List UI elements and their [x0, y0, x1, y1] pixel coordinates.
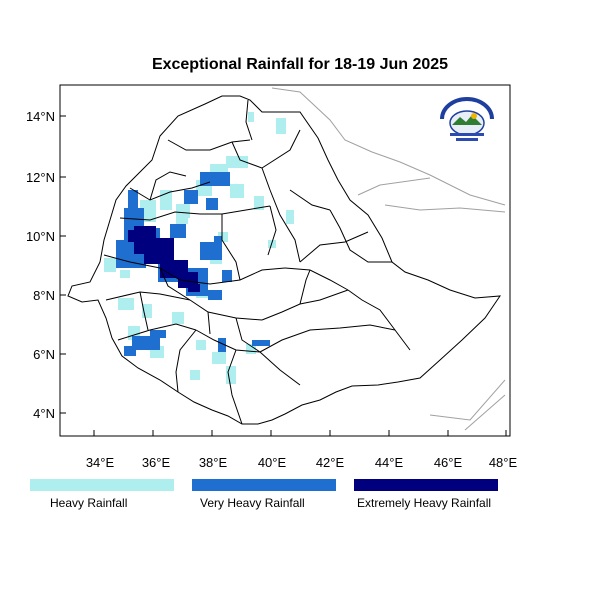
map-title: Exceptional Rainfall for 18-19 Jun 2025	[151, 56, 449, 73]
y-tick-label: 10°N	[26, 229, 55, 244]
y-tick-label: 4°N	[33, 406, 55, 421]
y-tick-label: 6°N	[33, 347, 55, 362]
y-tick-label: 12°N	[26, 170, 55, 185]
legend-label-heavy: Heavy Rainfall	[50, 496, 128, 510]
x-tick-label: 46°E	[434, 455, 463, 470]
rainfall-extremely-heavy	[128, 226, 200, 292]
ethiopia-outline	[67, 95, 502, 425]
x-tick-label: 42°E	[316, 455, 345, 470]
y-tick-label: 8°N	[33, 288, 55, 303]
legend-label-very-heavy: Very Heavy Rainfall	[200, 496, 305, 510]
legend-swatch-extremely-heavy	[354, 479, 498, 491]
x-tick-label: 34°E	[86, 455, 115, 470]
x-tick-label: 38°E	[199, 455, 228, 470]
y-tick-label: 14°N	[26, 109, 55, 124]
x-tick-label: 36°E	[142, 455, 171, 470]
neighbor-boundaries	[271, 87, 506, 431]
x-tick-label: 48°E	[489, 455, 518, 470]
x-tick-label: 44°E	[375, 455, 404, 470]
axis-ticks	[60, 115, 507, 436]
country-borders	[67, 95, 502, 425]
x-tick-label: 40°E	[258, 455, 287, 470]
legend-label-extremely-heavy: Extremely Heavy Rainfall	[357, 496, 492, 510]
legend-swatch-heavy	[30, 479, 174, 491]
legend-swatch-very-heavy	[192, 479, 336, 491]
institute-logo	[440, 97, 494, 141]
y-tick-labels: 14°N 12°N 10°N 8°N 6°N 4°N	[26, 109, 55, 421]
x-tick-labels: 34°E 36°E 38°E 40°E 42°E 44°E 46°E 48°E	[86, 455, 518, 470]
